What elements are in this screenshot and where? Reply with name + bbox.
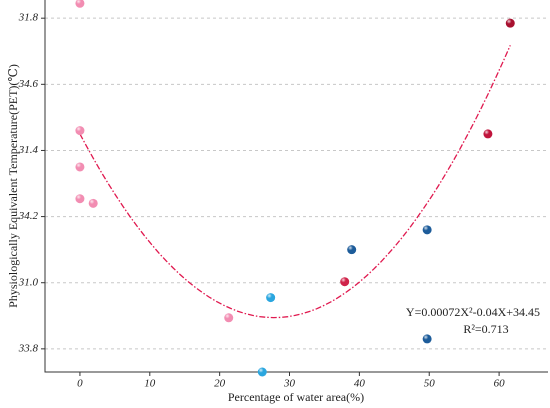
annotation: R²=0.713 (463, 322, 508, 336)
y-tick-label: 31.8 (18, 12, 39, 24)
point-highlight (257, 367, 267, 377)
y-tick-label: 34.6 (18, 78, 39, 90)
y-tick-label: 31.4 (18, 144, 39, 156)
point-highlight (505, 18, 515, 28)
point-highlight (422, 334, 432, 344)
point-highlight (340, 277, 350, 287)
point-highlight (75, 162, 85, 172)
x-tick-label: 40 (354, 378, 366, 390)
y-tick-label: 31.0 (18, 276, 39, 288)
x-tick-label: 60 (494, 378, 506, 390)
axes (44, 0, 548, 373)
x-tick-label: 50 (424, 378, 436, 390)
point-highlight (224, 313, 234, 323)
point-highlight (347, 245, 357, 255)
point-highlight (75, 0, 85, 8)
x-axis-label: Percentage of water area(%) (228, 390, 364, 404)
x-tick-label: 20 (214, 378, 226, 390)
annotation: Y=0.00072X²-0.04X+34.45 (406, 305, 540, 319)
y-tick-label: 34.2 (18, 210, 39, 222)
point-highlight (75, 126, 85, 136)
point-highlight (483, 129, 493, 139)
point-highlight (266, 293, 276, 303)
y-tick-label: 33.8 (18, 342, 39, 354)
point-highlight (422, 225, 432, 235)
trendline (79, 45, 511, 319)
x-tick-label: 0 (77, 378, 83, 390)
x-tick-label: 10 (144, 378, 156, 390)
x-tick-label: 30 (283, 378, 296, 390)
point-highlight (75, 194, 85, 204)
y-axis-label: Physiologically Equivalent Temperature(P… (6, 64, 20, 308)
point-highlight (88, 198, 98, 208)
